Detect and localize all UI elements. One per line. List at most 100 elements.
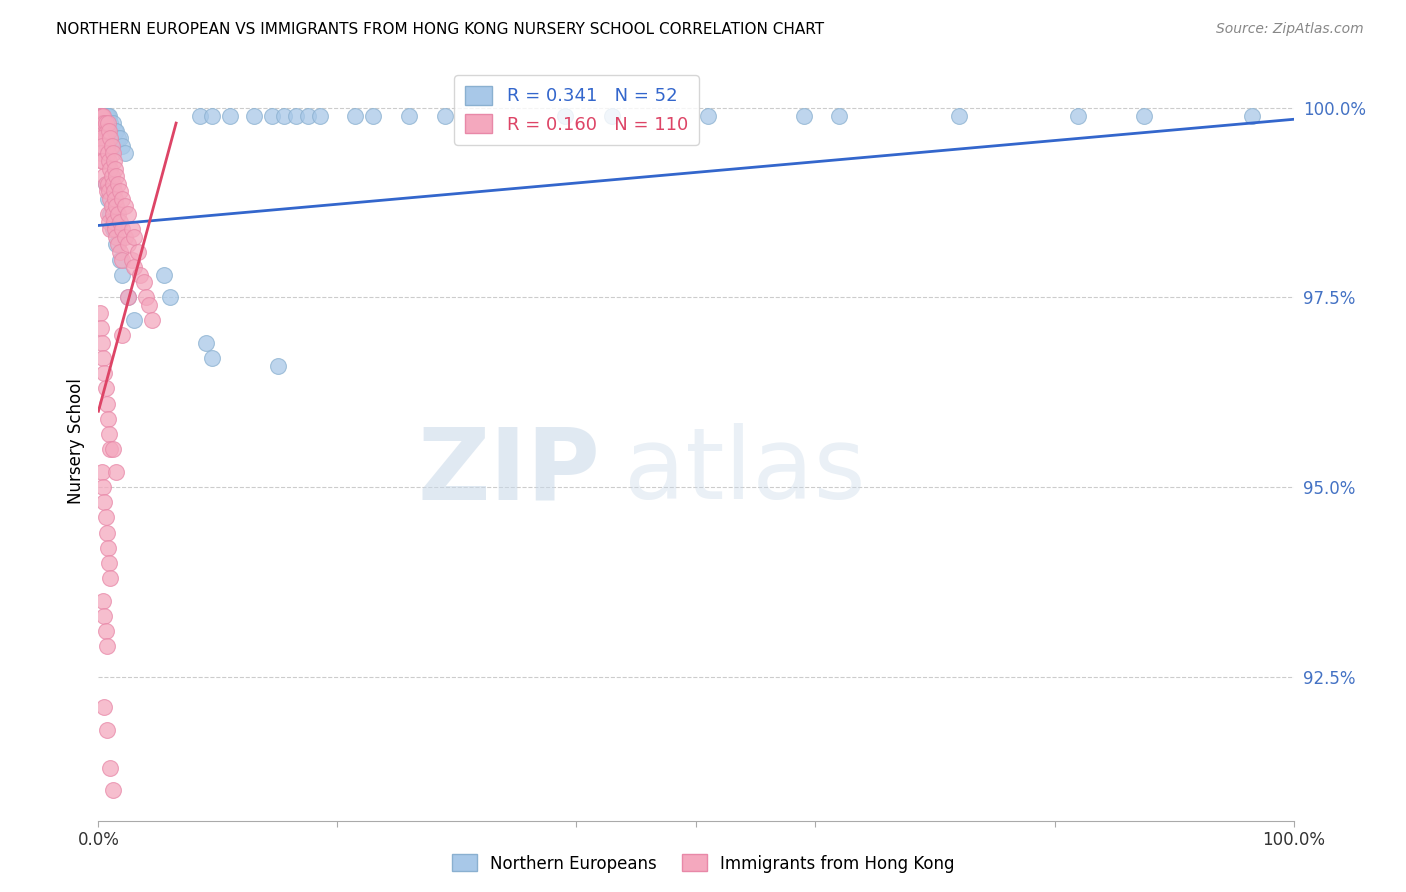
Point	[89, 306, 111, 320]
Point	[363, 109, 385, 123]
Point	[98, 116, 122, 130]
Point	[97, 116, 120, 130]
Point	[90, 321, 112, 335]
Point	[104, 192, 127, 206]
Point	[91, 109, 114, 123]
Point	[104, 124, 127, 138]
Point	[108, 252, 131, 267]
Point	[117, 291, 139, 305]
Point	[124, 313, 146, 327]
Point	[90, 109, 112, 123]
Point	[121, 222, 143, 236]
Point	[96, 640, 118, 654]
Point	[243, 109, 266, 123]
Point	[97, 146, 120, 161]
Point	[344, 109, 367, 123]
Point	[97, 109, 120, 123]
Point	[138, 298, 160, 312]
Point	[267, 359, 290, 373]
Point	[111, 139, 134, 153]
Point	[90, 109, 112, 123]
Point	[90, 131, 112, 145]
Point	[94, 510, 117, 524]
Point	[98, 192, 122, 206]
Point	[98, 207, 122, 221]
Point	[96, 723, 118, 737]
Point	[98, 215, 121, 229]
Point	[135, 291, 157, 305]
Point	[105, 124, 128, 138]
Point	[103, 185, 125, 199]
Point	[91, 139, 114, 153]
Point	[91, 465, 114, 479]
Point	[98, 154, 121, 169]
Point	[201, 109, 224, 123]
Point	[93, 700, 115, 714]
Point	[98, 442, 122, 457]
Point	[114, 146, 136, 161]
Point	[97, 541, 120, 555]
Point	[219, 109, 242, 123]
Point	[132, 276, 155, 290]
Point	[100, 200, 122, 214]
Point	[195, 336, 218, 351]
Point	[98, 185, 121, 199]
Point	[96, 139, 118, 153]
Point	[93, 495, 115, 509]
Point	[104, 222, 127, 236]
Point	[98, 761, 122, 775]
Point	[101, 116, 124, 130]
Point	[96, 525, 118, 540]
Point	[104, 161, 127, 176]
Text: ZIP: ZIP	[418, 424, 600, 520]
Point	[117, 237, 139, 252]
Point	[98, 222, 122, 236]
Point	[129, 268, 152, 282]
Point	[93, 131, 115, 145]
Point	[114, 200, 136, 214]
Point	[96, 185, 118, 199]
Point	[100, 139, 122, 153]
Point	[111, 328, 134, 343]
Point	[93, 116, 115, 130]
Point	[308, 109, 330, 123]
Legend: R = 0.341   N = 52, R = 0.160   N = 110: R = 0.341 N = 52, R = 0.160 N = 110	[454, 75, 699, 145]
Text: atlas: atlas	[624, 424, 866, 520]
Point	[117, 291, 139, 305]
Point	[398, 109, 420, 123]
Point	[117, 207, 139, 221]
Point	[94, 382, 117, 396]
Point	[273, 109, 295, 123]
Point	[91, 116, 114, 130]
Point	[124, 230, 146, 244]
Point	[98, 571, 122, 585]
Point	[105, 200, 128, 214]
Point	[94, 177, 117, 191]
Point	[91, 124, 114, 138]
Point	[121, 252, 143, 267]
Point	[90, 146, 112, 161]
Point	[108, 245, 131, 260]
Point	[111, 192, 134, 206]
Point	[297, 109, 319, 123]
Point	[602, 109, 624, 123]
Point	[98, 427, 121, 442]
Point	[96, 124, 118, 138]
Point	[101, 222, 124, 236]
Point	[697, 109, 720, 123]
Point	[107, 131, 129, 145]
Point	[107, 177, 129, 191]
Point	[188, 109, 211, 123]
Point	[93, 609, 115, 624]
Point	[108, 131, 131, 145]
Point	[1133, 109, 1156, 123]
Point	[107, 207, 129, 221]
Point	[1067, 109, 1090, 123]
Point	[93, 367, 115, 381]
Point	[91, 336, 114, 351]
Point	[96, 109, 118, 123]
Point	[91, 109, 114, 123]
Point	[108, 215, 131, 229]
Point	[93, 109, 115, 123]
Point	[101, 207, 124, 221]
